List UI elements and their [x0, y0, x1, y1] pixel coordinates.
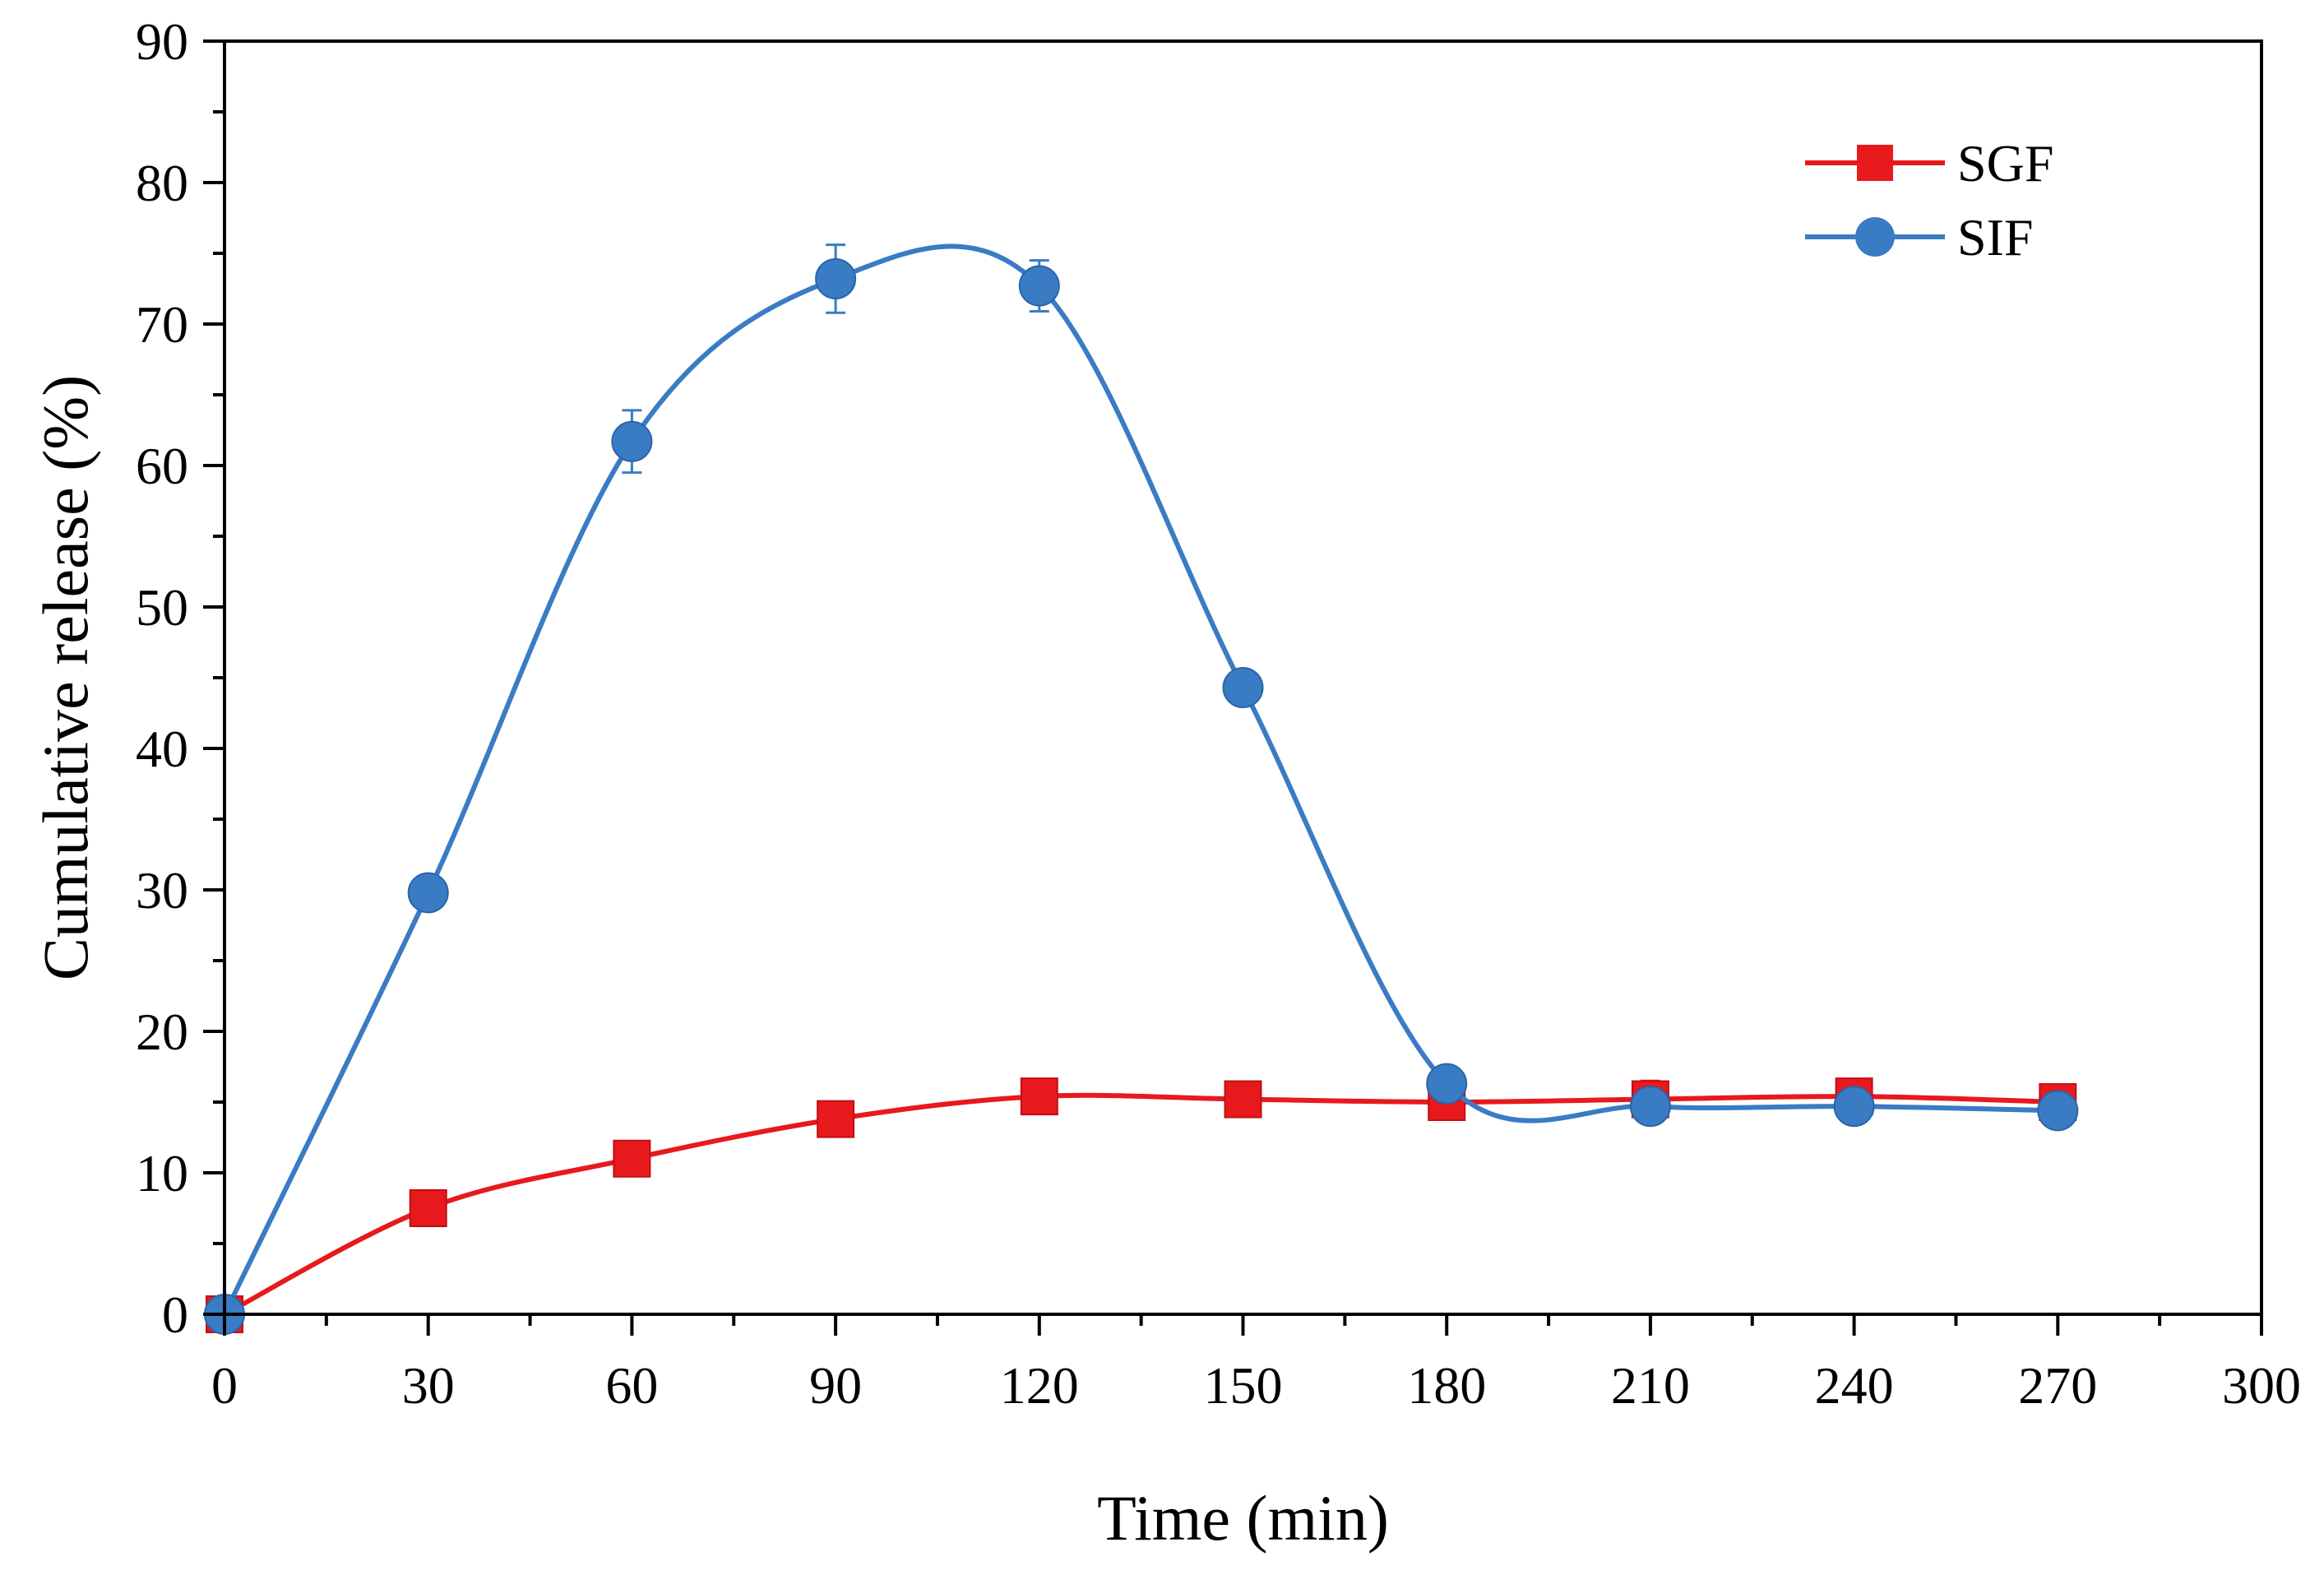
- y-tick-label: 60: [136, 437, 188, 495]
- sif-series: [204, 243, 2079, 1335]
- sif-point: [1018, 265, 1060, 307]
- x-tick-label: 120: [1000, 1356, 1079, 1415]
- sif-point: [1833, 1086, 1875, 1128]
- x-axis-title: Time (min): [1097, 1482, 1389, 1554]
- x-tick-label: 30: [402, 1356, 455, 1415]
- sgf-point: [817, 1100, 855, 1138]
- sif-point: [1426, 1063, 1468, 1105]
- y-tick-label: 40: [136, 720, 188, 778]
- legend-label-sgf: SGF: [1957, 134, 2053, 192]
- sif-point: [1629, 1086, 1671, 1128]
- x-tick-label: 240: [1815, 1356, 1894, 1415]
- y-tick-label: 0: [162, 1285, 188, 1344]
- y-tick-label: 30: [136, 861, 188, 920]
- sif-point: [407, 872, 449, 914]
- sif-point: [1222, 667, 1264, 709]
- x-tick-label: 150: [1204, 1356, 1283, 1415]
- legend-item-sif: SIF: [1805, 208, 2034, 266]
- sgf-point: [613, 1139, 651, 1178]
- legend-label-sif: SIF: [1957, 208, 2034, 266]
- sgf-point: [1020, 1077, 1058, 1116]
- legend-marker-sif: [1855, 217, 1895, 257]
- x-tick-label: 60: [605, 1356, 658, 1415]
- sif-point: [611, 420, 653, 462]
- legend: SGF SIF: [1805, 134, 2053, 266]
- y-tick-label: 50: [136, 578, 188, 637]
- x-tick-label: 270: [2018, 1356, 2097, 1415]
- sgf-point: [1224, 1080, 1262, 1119]
- sgf-line: [223, 1092, 2058, 1317]
- series-layer: [204, 243, 2079, 1335]
- y-tick-label: 80: [136, 154, 188, 212]
- ticks-layer: [203, 39, 2263, 1336]
- x-tick-label: 210: [1611, 1356, 1690, 1415]
- x-tick-label: 180: [1407, 1356, 1486, 1415]
- sgf-point: [409, 1189, 447, 1227]
- x-tick-label: 0: [211, 1356, 238, 1415]
- labels-layer: 0 30 60 90 120 150 180 210 240 270 300 0 10 20 30 40 50 6…: [136, 12, 2301, 1415]
- sif-point: [2037, 1090, 2079, 1132]
- x-tick-label: 300: [2222, 1356, 2301, 1415]
- x-tick-label: 90: [809, 1356, 862, 1415]
- y-axis-title: Cumulative release (%): [30, 375, 101, 980]
- sif-point: [815, 257, 857, 299]
- y-tick-label: 90: [136, 12, 188, 71]
- legend-marker-sgf: [1857, 145, 1893, 181]
- y-tick-label: 70: [136, 295, 188, 354]
- legend-item-sgf: SGF: [1805, 134, 2053, 192]
- y-tick-label: 20: [136, 1003, 188, 1061]
- y-tick-label: 10: [136, 1144, 188, 1202]
